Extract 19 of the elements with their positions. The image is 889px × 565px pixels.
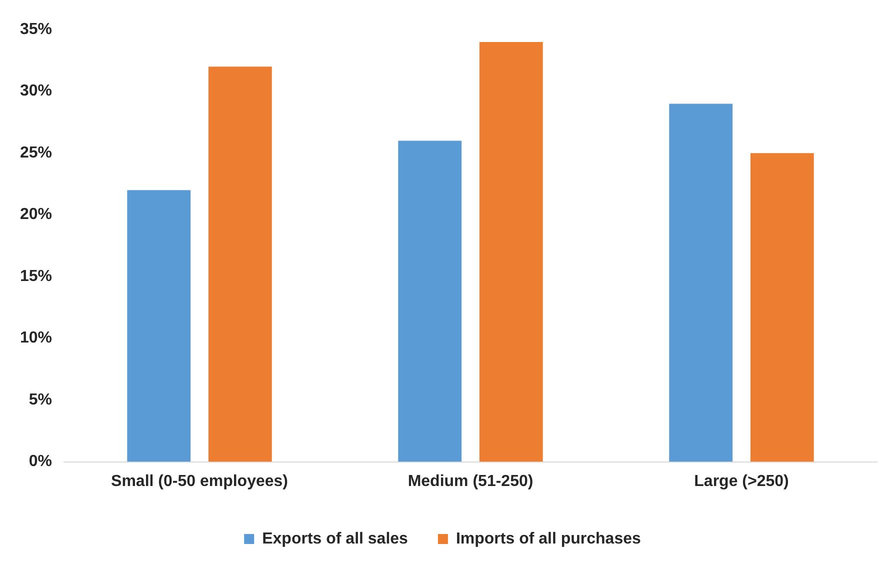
- y-tick-label: 10%: [20, 330, 52, 347]
- x-tick-label: Small (0-50 employees): [111, 472, 288, 490]
- y-tick-label: 20%: [20, 206, 52, 224]
- y-tick-label: 15%: [20, 268, 52, 285]
- y-tick-label: 30%: [20, 82, 52, 100]
- bar: [127, 190, 191, 462]
- y-tick-label: 35%: [20, 21, 52, 38]
- bar: [750, 153, 814, 462]
- bar: [208, 66, 272, 462]
- x-tick-label: Medium (51-250): [408, 472, 534, 490]
- y-tick-label: 0%: [28, 453, 52, 470]
- y-tick-label: 5%: [28, 391, 52, 408]
- y-tick-label: 25%: [20, 144, 52, 162]
- legend-label: Imports of all purchases: [456, 530, 641, 548]
- x-tick-label: Large (>250): [694, 472, 789, 490]
- bar: [669, 104, 733, 462]
- bar: [479, 42, 543, 462]
- legend-label: Exports of all sales: [262, 530, 408, 548]
- bar: [398, 140, 462, 462]
